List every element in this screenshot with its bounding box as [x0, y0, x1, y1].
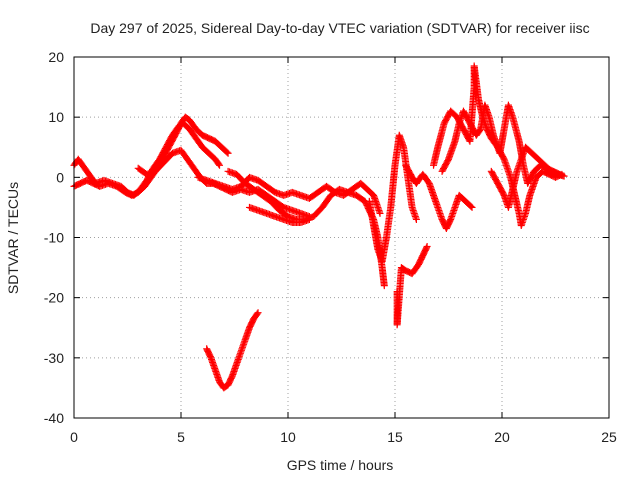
y-tick-label: -30: [44, 350, 64, 366]
data-point: [376, 209, 384, 217]
data-point: [468, 203, 476, 211]
data-point: [423, 243, 431, 251]
data-point: [224, 149, 232, 157]
x-tick-label: 0: [70, 429, 78, 445]
ticks: 0 5 10 15 20 25 -40 -30 -20 -10 0 10 20: [44, 49, 617, 445]
data-marks: [70, 62, 568, 392]
series-trace-13: [487, 143, 568, 211]
y-tick-label: 10: [48, 109, 64, 125]
data-point: [215, 160, 223, 168]
data-point: [223, 148, 231, 156]
series-trace-10: [402, 161, 476, 232]
x-tick-label: 20: [494, 429, 510, 445]
data-point: [305, 215, 313, 223]
x-tick-label: 5: [177, 429, 185, 445]
data-point: [422, 244, 430, 252]
y-tick-label: -20: [44, 290, 64, 306]
data-point: [216, 161, 224, 169]
data-point: [253, 310, 261, 318]
y-tick-label: 0: [56, 169, 64, 185]
series-trace-2: [70, 113, 232, 199]
y-tick-label: -40: [44, 410, 64, 426]
series-trace-6: [245, 203, 313, 226]
series-trace-9: [393, 243, 431, 329]
x-tick-label: 10: [280, 429, 296, 445]
y-tick-label: -10: [44, 230, 64, 246]
data-point: [560, 172, 568, 180]
series-trace-7: [203, 309, 262, 392]
y-tick-label: 20: [48, 49, 64, 65]
x-tick-label: 25: [601, 429, 617, 445]
y-axis-title: SDTVAR / TECUs: [5, 182, 21, 294]
data-point: [467, 202, 475, 210]
data-point: [380, 282, 388, 290]
data-point: [412, 215, 420, 223]
grid: [74, 57, 609, 418]
chart-title: Day 297 of 2025, Sidereal Day-to-day VTE…: [90, 20, 589, 36]
x-axis-title: GPS time / hours: [287, 457, 394, 473]
x-tick-label: 15: [387, 429, 403, 445]
data-point: [254, 309, 262, 317]
